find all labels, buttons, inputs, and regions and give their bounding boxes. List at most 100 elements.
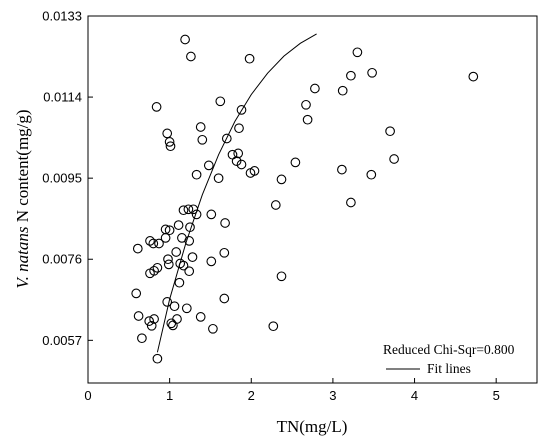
data-point (183, 204, 194, 215)
x-axis-ticks: 0 1 2 3 4 5 (84, 378, 500, 403)
data-point (163, 254, 173, 265)
data-point (180, 34, 190, 45)
data-point (221, 133, 232, 144)
data-point (185, 222, 195, 233)
data-point (206, 256, 217, 267)
y-axis-title-unit: N content(mg/g) (13, 109, 32, 226)
fit-line (156, 33, 317, 353)
data-point (152, 262, 163, 273)
data-point (203, 160, 214, 171)
data-point (268, 321, 279, 332)
fit-line-layer (156, 33, 317, 353)
data-point (163, 259, 174, 270)
data-point (164, 225, 175, 236)
data-point (152, 353, 163, 364)
y-axis-title-species: V. natans (13, 226, 32, 288)
x-tick-label: 1 (166, 388, 173, 403)
x-tick-label: 4 (411, 388, 418, 403)
x-tick-label: 2 (248, 388, 255, 403)
data-point (231, 156, 242, 166)
data-point (290, 157, 301, 168)
data-point (178, 205, 189, 216)
legend-line-label: Fit lines (427, 361, 471, 376)
data-point (233, 148, 244, 159)
data-point (208, 323, 218, 334)
data-point (148, 238, 159, 249)
x-axis-title: TN(mg/L) (277, 417, 348, 436)
data-point (234, 123, 244, 134)
data-point (249, 166, 260, 176)
y-tick-label: 0.0133 (42, 9, 82, 24)
data-point (337, 85, 348, 96)
x-tick-label: 3 (329, 388, 336, 403)
x-tick-label: 0 (84, 388, 91, 403)
data-point (244, 53, 255, 64)
data-point (206, 209, 217, 220)
data-point (219, 293, 230, 304)
data-point (151, 102, 162, 112)
data-point (162, 128, 173, 139)
data-point (165, 141, 176, 152)
data-point (389, 154, 399, 164)
x-tick-label: 5 (493, 388, 500, 403)
data-point (187, 252, 198, 262)
data-point (385, 126, 395, 137)
data-point (352, 47, 363, 58)
y-tick-label: 0.0057 (42, 333, 82, 348)
data-point (367, 67, 377, 78)
data-point (195, 312, 206, 322)
data-point (131, 288, 142, 299)
data-point (191, 209, 202, 220)
data-point (133, 311, 144, 321)
data-point (137, 333, 147, 344)
data-point (171, 247, 182, 257)
data-point (276, 174, 287, 185)
data-point (236, 105, 247, 115)
data-point (174, 277, 185, 288)
data-point (168, 320, 178, 331)
data-point (468, 71, 479, 82)
data-point (184, 236, 195, 246)
y-tick-label: 0.0114 (43, 90, 82, 105)
data-point (276, 271, 287, 282)
data-point (160, 233, 171, 243)
y-tick-label: 0.0076 (42, 252, 82, 267)
data-point (166, 318, 177, 329)
data-point (162, 297, 173, 307)
data-point (173, 220, 184, 230)
data-point (178, 260, 189, 271)
data-point (132, 243, 143, 254)
data-point (145, 236, 155, 246)
y-axis-ticks: 0.0057 0.0076 0.0095 0.0114 0.0133 (42, 9, 93, 348)
data-point (301, 99, 311, 110)
data-point (144, 316, 155, 326)
data-point (145, 268, 155, 279)
data-point (184, 266, 195, 277)
data-point (146, 320, 157, 331)
data-point (197, 134, 208, 145)
data-point (346, 197, 356, 208)
data-point (236, 159, 247, 170)
data-point (215, 96, 226, 107)
y-axis-title: V. natans N content(mg/g) (13, 109, 32, 288)
legend-stat-text: Reduced Chi-Sqr=0.800 (383, 342, 515, 357)
data-point (219, 247, 230, 258)
data-point (154, 238, 164, 249)
data-point (169, 301, 180, 312)
data-point (346, 70, 356, 81)
data-point (302, 114, 313, 125)
data-point (186, 51, 196, 62)
data-points (131, 34, 479, 364)
data-point (149, 314, 159, 324)
data-point (366, 169, 377, 180)
data-point (172, 314, 182, 324)
data-point (191, 169, 202, 180)
data-point (164, 137, 175, 147)
plot-frame (87, 15, 538, 384)
data-point (337, 164, 347, 175)
data-point (195, 122, 206, 132)
data-point (227, 149, 238, 160)
data-point (213, 173, 224, 184)
data-point (270, 200, 281, 210)
